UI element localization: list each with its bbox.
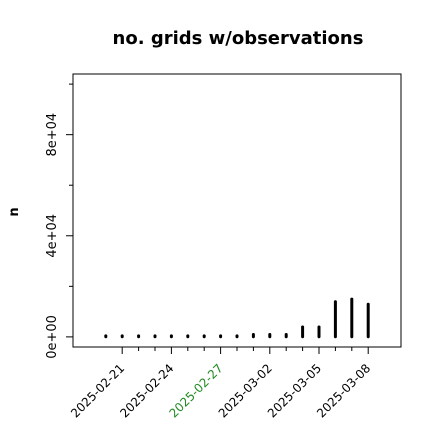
data-point	[202, 334, 206, 339]
y-axis-label: n	[7, 207, 22, 216]
data-point	[120, 334, 124, 339]
data-point	[317, 325, 321, 339]
data-point	[169, 334, 173, 339]
data-point	[235, 334, 239, 339]
chart-title: no. grids w/observations	[113, 28, 364, 49]
data-point	[366, 302, 370, 339]
data-point	[350, 297, 354, 339]
y-tick-label: 8e+04	[45, 113, 60, 157]
data-point	[104, 334, 108, 339]
data-points	[104, 297, 370, 339]
data-point	[333, 300, 337, 339]
data-point	[301, 325, 305, 339]
data-point	[186, 334, 190, 339]
data-point	[284, 333, 288, 339]
y-tick-label: 4e+04	[45, 214, 60, 258]
data-point	[219, 334, 223, 339]
x-axis: 2025-02-212025-02-242025-02-272025-03-02…	[68, 347, 373, 420]
y-axis: 0e+00 4e+04 8e+04	[45, 83, 73, 359]
data-point	[137, 334, 141, 339]
y-tick-label: 0e+00	[45, 315, 60, 359]
data-point	[268, 333, 272, 339]
data-point	[153, 334, 157, 339]
data-point	[251, 333, 255, 339]
